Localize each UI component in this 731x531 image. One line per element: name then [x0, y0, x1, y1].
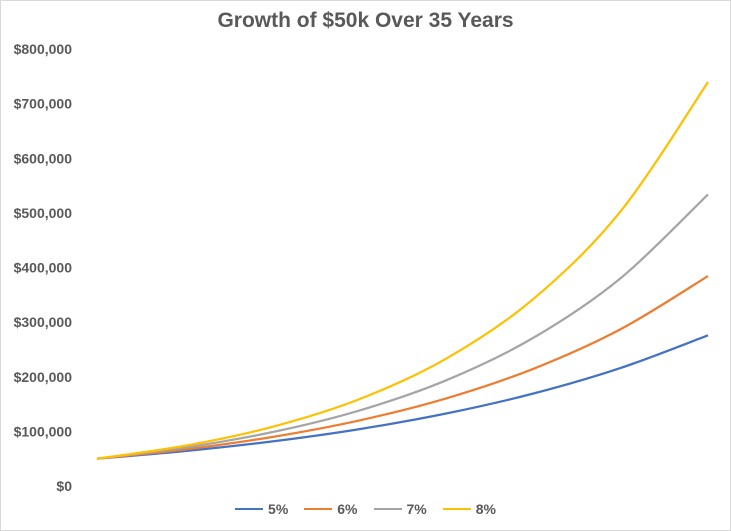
series-line-7pct — [96, 193, 709, 460]
legend-item: 7% — [373, 501, 427, 517]
series-line-8pct — [96, 81, 709, 460]
legend-item: 6% — [304, 501, 358, 517]
y-tick-label: $700,000 — [14, 96, 73, 112]
legend-swatch — [304, 508, 333, 510]
y-tick-label: $600,000 — [14, 150, 73, 166]
y-tick-label: $800,000 — [14, 41, 73, 57]
y-tick-label: $100,000 — [14, 423, 73, 439]
y-tick-label: $200,000 — [14, 369, 73, 385]
legend-label: 5% — [268, 501, 289, 517]
y-tick-label: $400,000 — [14, 260, 73, 276]
legend-swatch — [235, 508, 264, 510]
legend-label: 8% — [475, 501, 496, 517]
series-line-5pct — [96, 334, 709, 460]
chart-title: Growth of $50k Over 35 Years — [217, 9, 514, 32]
legend-item: 8% — [442, 501, 496, 517]
series-line-6pct — [96, 275, 709, 460]
legend-swatch — [373, 508, 402, 510]
legend-swatch — [442, 508, 471, 510]
legend-label: 6% — [337, 501, 358, 517]
chart-legend: 5% 6% 7% 8% — [1, 501, 730, 517]
y-tick-label: $0 — [56, 478, 72, 494]
y-tick-label: $500,000 — [14, 205, 73, 221]
legend-item: 5% — [235, 501, 288, 517]
y-tick-label: $300,000 — [14, 314, 73, 330]
legend-label: 7% — [406, 501, 427, 517]
